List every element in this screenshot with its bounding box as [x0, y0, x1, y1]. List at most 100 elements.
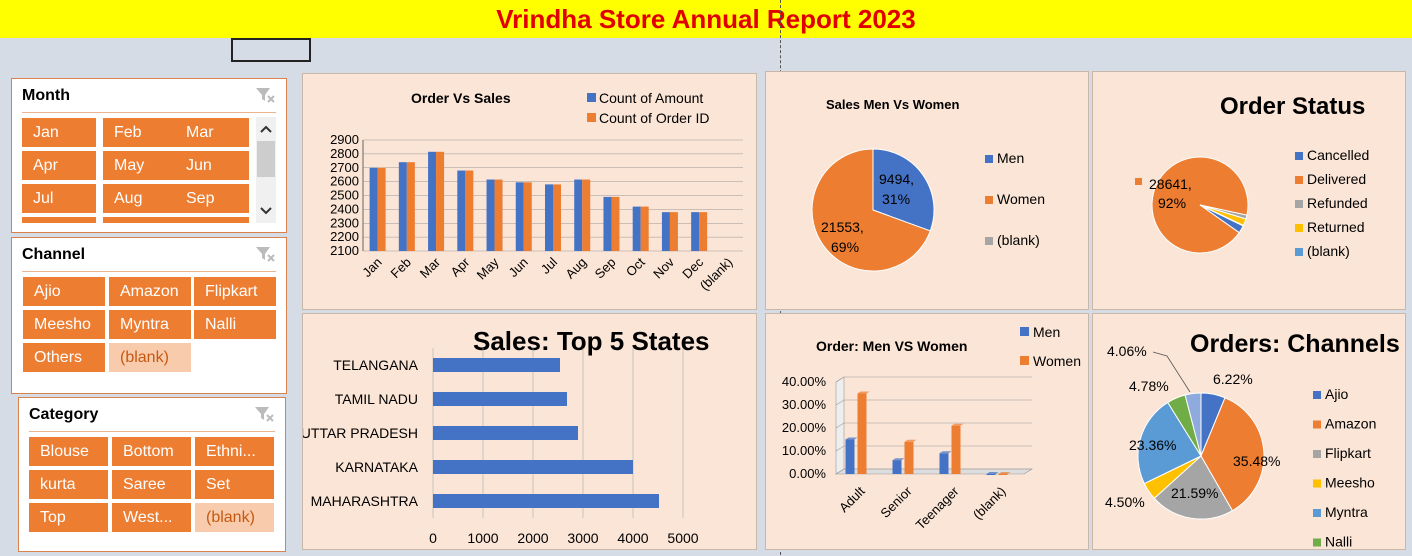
category-item-ethnic[interactable]: Ethni... [195, 437, 274, 466]
month-item-apr[interactable]: Apr [22, 151, 96, 180]
legend-label: Men [997, 150, 1024, 166]
bar-top [939, 451, 952, 454]
chart-title: Order Vs Sales [411, 90, 511, 106]
category-item-top[interactable]: Top [29, 503, 108, 532]
data-label: 23.36% [1129, 437, 1176, 453]
channel-item-ajio[interactable]: Ajio [23, 277, 105, 306]
category-item-kurta[interactable]: kurta [29, 470, 108, 499]
data-label: 9494, [879, 171, 914, 187]
category-item-saree[interactable]: Saree [112, 470, 191, 499]
clear-filter-icon[interactable] [254, 244, 276, 264]
channel-item-flipkart[interactable]: Flipkart [194, 277, 276, 306]
x-tick-label: 5000 [667, 530, 698, 546]
scroll-up-icon [260, 125, 272, 133]
top-states-panel[interactable]: Sales: Top 5 States 0 1000 2000 3000 4000 5000… [301, 313, 757, 550]
month-item-jul[interactable]: Jul [22, 184, 96, 213]
bar [465, 170, 474, 251]
month-item-may[interactable]: May [103, 151, 177, 180]
order-vs-sales-panel[interactable]: Order Vs Sales Count of Amount Count of Or… [302, 73, 757, 310]
bar [433, 392, 567, 406]
legend-label: Count of Order ID [599, 110, 710, 126]
bar [951, 425, 961, 474]
x-tick-label: (blank) [970, 484, 1009, 523]
scroll-thumb [257, 141, 275, 177]
bar [986, 474, 996, 475]
bar [515, 182, 524, 251]
data-label: 35.48% [1233, 453, 1280, 469]
x-tick-label: Nov [650, 254, 677, 281]
channel-item-nalli[interactable]: Nalli [194, 310, 276, 339]
legend-swatch [1295, 200, 1303, 208]
data-label-marker [1135, 178, 1142, 185]
month-item-aug[interactable]: Aug [103, 184, 177, 213]
category-item-set[interactable]: Set [195, 470, 274, 499]
legend-swatch [1295, 152, 1303, 160]
category-item-western[interactable]: West... [112, 503, 191, 532]
legend-swatch [1020, 327, 1029, 336]
x-tick-label: Sep [592, 255, 619, 282]
data-label: 21.59% [1171, 485, 1218, 501]
channel-item-meesho[interactable]: Meesho [23, 310, 105, 339]
month-item-sep[interactable]: Sep [175, 184, 249, 213]
bar-top [845, 437, 858, 440]
channel-item-others[interactable]: Others [23, 343, 105, 372]
data-label: 4.50% [1105, 494, 1145, 510]
legend-label: (blank) [997, 232, 1040, 248]
clear-filter-icon[interactable] [254, 85, 276, 105]
order-status-panel[interactable]: Order Status 28641, 92% Cancelled Delivered R… [1092, 71, 1406, 310]
bar-top [998, 472, 1011, 474]
month-item-jun[interactable]: Jun [175, 151, 249, 180]
x-tick-label: Jun [505, 255, 530, 280]
order-gender-panel[interactable]: Order: Men VS Women Men Women 40.00% 30.00% 2… [765, 313, 1089, 550]
channel-item-myntra[interactable]: Myntra [109, 310, 191, 339]
y-tick-label: 2100 [330, 243, 359, 258]
category-item-bottom[interactable]: Bottom [112, 437, 191, 466]
y-tick-label: 2400 [330, 201, 359, 216]
x-tick-label: 2000 [517, 530, 548, 546]
legend-swatch [1295, 224, 1303, 232]
y-tick-label: 40.00% [782, 374, 827, 389]
month-item-feb[interactable]: Feb [103, 118, 177, 147]
legend-label: Myntra [1325, 504, 1368, 520]
legend-swatch [985, 155, 993, 163]
order-channels-panel[interactable]: Orders: Channels 6.22% 35.48% 21.59% 4.50% 23… [1092, 313, 1406, 550]
month-item-jan[interactable]: Jan [22, 118, 96, 147]
sales-gender-panel[interactable]: Sales Men Vs Women 9494, 31% 21553, 69% Men Wo… [765, 71, 1089, 310]
y-tick-label: 2800 [330, 146, 359, 161]
legend-swatch [587, 93, 596, 102]
bar [699, 212, 708, 251]
data-label: 28641, [1149, 176, 1192, 192]
y-tick-label: 0.00% [789, 466, 826, 481]
y-tick-label: 30.00% [782, 397, 827, 412]
bar [857, 393, 867, 474]
pie-slice [811, 148, 931, 272]
category-item-blouse[interactable]: Blouse [29, 437, 108, 466]
legend-label: Count of Amount [599, 90, 703, 106]
data-label: 4.78% [1129, 378, 1169, 394]
category-item-blank[interactable]: (blank) [195, 503, 274, 532]
y-tick-label: 2700 [330, 160, 359, 175]
channel-item-amazon[interactable]: Amazon [109, 277, 191, 306]
y-tick-label: MAHARASHTRA [311, 493, 419, 509]
bar [845, 439, 855, 474]
month-item-mar[interactable]: Mar [175, 118, 249, 147]
legend-swatch [1313, 391, 1321, 399]
legend-label: Cancelled [1307, 147, 1369, 163]
channel-item-blank[interactable]: (blank) [109, 343, 191, 372]
month-scrollbar[interactable] [256, 117, 276, 223]
chart-title: Order Status [1220, 93, 1365, 120]
chart-title: Sales: Top 5 States [473, 326, 710, 356]
data-label: 4.06% [1107, 343, 1147, 359]
x-tick-label: 1000 [467, 530, 498, 546]
order-vs-sales-chart: Order Vs Sales Count of Amount Count of Or… [330, 90, 743, 293]
order-gender-chart: Order: Men VS Women Men Women 40.00% 30.00% 2… [782, 324, 1081, 532]
leader-line [1152, 351, 1191, 393]
bar [574, 179, 583, 251]
gridline [835, 376, 1032, 383]
clear-filter-icon[interactable] [253, 404, 275, 424]
legend-swatch [1313, 420, 1321, 429]
bar [436, 151, 445, 251]
bar-top [857, 391, 870, 394]
bar-top [904, 439, 917, 442]
selected-cell[interactable] [231, 38, 311, 62]
